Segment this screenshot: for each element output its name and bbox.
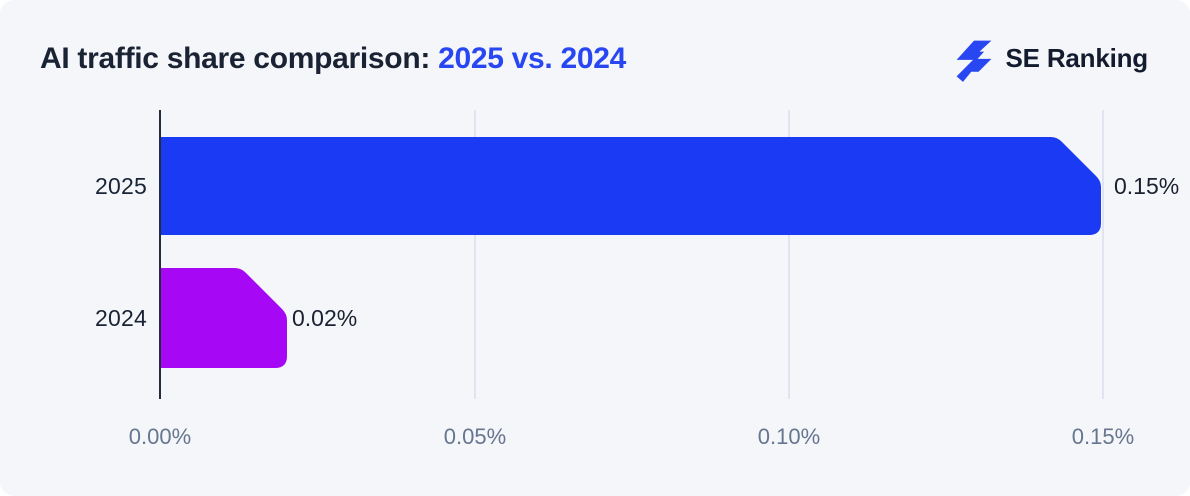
category-label-2024: 2024 <box>95 305 147 331</box>
logo-wordmark: SE Ranking <box>1005 42 1149 73</box>
bar-2025 <box>161 137 1101 235</box>
x-tick-0-15: 0.15% <box>1071 424 1135 449</box>
x-tick-0-05: 0.05% <box>443 424 507 449</box>
gridline-0-05 <box>474 110 476 399</box>
gridline-0-15 <box>1102 110 1104 399</box>
title-accent-text: 2025 vs. 2024 <box>438 42 627 75</box>
bar-2024 <box>161 268 287 368</box>
x-tick-0-10: 0.10% <box>757 424 821 449</box>
gridline-0-10 <box>788 110 790 399</box>
y-axis-line <box>159 110 161 399</box>
title-main-text: AI traffic share comparison: <box>40 42 439 75</box>
page-title: AI traffic share comparison: 2025 vs. 20… <box>40 42 626 76</box>
se-ranking-logo: SE Ranking <box>952 32 1148 84</box>
value-label-2025: 0.15% <box>1114 173 1180 199</box>
category-label-2025: 2025 <box>95 173 147 199</box>
x-tick-0-00: 0.00% <box>128 424 192 449</box>
lightning-bolt-icon <box>956 40 991 82</box>
value-label-2024: 0.02% <box>292 305 358 331</box>
